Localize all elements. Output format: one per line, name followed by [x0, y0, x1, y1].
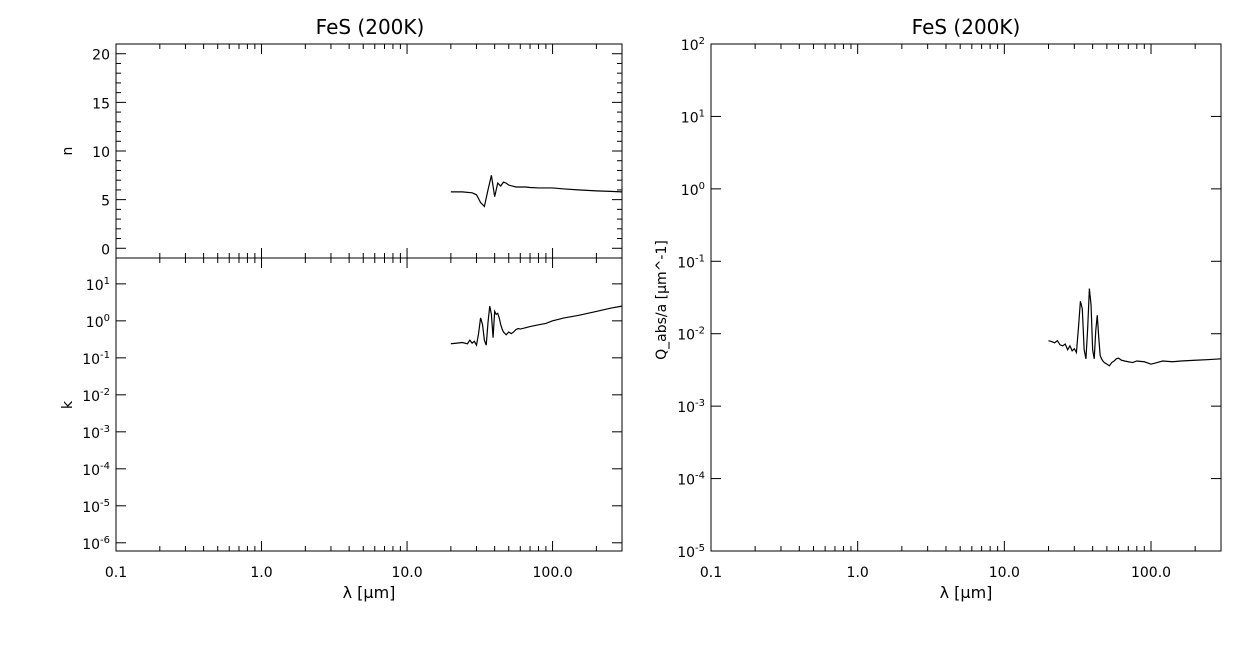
- q-ytick-label-2-base: 10: [677, 400, 695, 416]
- q-ytick-label-2: 10-3: [677, 398, 705, 416]
- q-ytick-label-1-base: 10: [677, 473, 695, 489]
- left-xtick-label-3: 100.0: [533, 565, 573, 581]
- left-xtick-label-2: 10.0: [391, 565, 422, 581]
- q-ytick-label-5-base: 10: [681, 183, 699, 199]
- k-ytick-label-5-exp: -1: [100, 350, 110, 361]
- q-ytick-label-5-exp: 0: [699, 181, 705, 192]
- n-x-ticks: [115, 44, 623, 258]
- k-plot-frame: [115, 257, 623, 552]
- q-ytick-label-7: 102: [681, 36, 705, 54]
- right-xtick-label-3: 100.0: [1131, 565, 1171, 581]
- k-x-ticks: [115, 258, 623, 551]
- left-xtick-label-1: 1.0: [250, 565, 272, 581]
- n-ytick-label-3: 15: [92, 96, 110, 112]
- q-ytick-label-7-exp: 2: [699, 36, 705, 47]
- k-line: [450, 305, 623, 347]
- k-ytick-label-1-base: 10: [82, 500, 100, 516]
- k-y-axis-label: k: [60, 400, 76, 409]
- n-y-axis-label: n: [60, 147, 76, 156]
- q-ytick-label-6-exp: 1: [699, 108, 705, 119]
- qabs-plot-frame: [710, 43, 1222, 552]
- k-ytick-label-2-base: 10: [82, 463, 100, 479]
- n-line: [450, 175, 623, 208]
- k-ytick-label-4: 10-2: [82, 387, 110, 405]
- k-ytick-label-6-base: 10: [86, 315, 104, 331]
- q-ytick-label-5: 100: [681, 181, 705, 199]
- right-xtick-label-0: 0.1: [700, 565, 722, 581]
- q-ytick-label-4-base: 10: [677, 255, 695, 271]
- left-x-axis-label: λ [μm]: [343, 583, 396, 602]
- k-ytick-label-7-base: 10: [86, 278, 104, 294]
- k-ytick-label-6: 100: [86, 313, 110, 331]
- q-ytick-label-0-exp: -5: [695, 543, 705, 554]
- q-line: [1048, 288, 1222, 367]
- q-ytick-label-3-base: 10: [677, 328, 695, 344]
- k-ytick-label-7: 101: [86, 276, 110, 294]
- n-plot-frame: [115, 43, 623, 259]
- right-xtick-label-1: 1.0: [847, 565, 869, 581]
- right-x-axis-label: λ [μm]: [940, 583, 993, 602]
- k-ytick-label-0-exp: -6: [100, 535, 110, 546]
- n-ytick-label-0: 0: [101, 242, 110, 258]
- q-ytick-label-4: 10-1: [677, 253, 705, 271]
- k-ytick-label-3-base: 10: [82, 426, 100, 442]
- right-xtick-label-2: 10.0: [989, 565, 1020, 581]
- k-ytick-label-0: 10-6: [82, 535, 110, 553]
- k-curve: [450, 305, 623, 347]
- k-ytick-label-3-exp: -3: [100, 424, 110, 435]
- k-ytick-label-0-base: 10: [82, 537, 100, 553]
- q-ytick-label-7-base: 10: [681, 38, 699, 54]
- left-x-tick-labels: 0.1 1.0 10.0 100.0: [105, 565, 573, 581]
- k-ytick-label-2-exp: -4: [100, 461, 110, 472]
- q-ytick-label-1: 10-4: [677, 471, 705, 489]
- n-curve: [450, 175, 623, 208]
- left-title: FeS (200K): [316, 15, 425, 39]
- qabs-y-axis-label: Q_abs/a [μm^-1]: [654, 240, 670, 360]
- qabs-panel: FeS (200K) 10-510-410-310-210-1100101102…: [654, 15, 1222, 602]
- qabs-x-ticks: [710, 44, 1222, 551]
- q-ytick-label-3: 10-2: [677, 326, 705, 344]
- q-ytick-label-6: 101: [681, 108, 705, 126]
- q-ytick-label-0: 10-5: [677, 543, 705, 561]
- q-ytick-label-6-base: 10: [681, 110, 699, 126]
- k-ytick-label-5-base: 10: [82, 352, 100, 368]
- q-ytick-label-2-exp: -3: [695, 398, 705, 409]
- q-ytick-label-0-base: 10: [677, 545, 695, 561]
- n-ytick-label-2: 10: [92, 145, 110, 161]
- k-ytick-label-1-exp: -5: [100, 498, 110, 509]
- right-title: FeS (200K): [912, 15, 1021, 39]
- k-ytick-label-5: 10-1: [82, 350, 110, 368]
- q-ytick-label-3-exp: -2: [695, 326, 705, 337]
- k-ytick-label-6-exp: 0: [104, 313, 110, 324]
- right-x-tick-labels: 0.1 1.0 10.0 100.0: [700, 565, 1171, 581]
- k-ytick-label-3: 10-3: [82, 424, 110, 442]
- k-ytick-label-7-exp: 1: [104, 276, 110, 287]
- q-ytick-label-1-exp: -4: [695, 471, 705, 482]
- n-y-ticks: 0 5 10 15 20: [92, 48, 622, 258]
- n-ytick-label-4: 20: [92, 48, 110, 64]
- n-ytick-label-1: 5: [101, 194, 110, 210]
- k-ytick-label-1: 10-5: [82, 498, 110, 516]
- left-xtick-label-0: 0.1: [105, 565, 127, 581]
- q-ytick-label-4-exp: -1: [695, 253, 705, 264]
- k-ytick-label-4-exp: -2: [100, 387, 110, 398]
- k-ytick-label-2: 10-4: [82, 461, 110, 479]
- qabs-curve: [1048, 288, 1222, 367]
- k-ytick-label-4-base: 10: [82, 389, 100, 405]
